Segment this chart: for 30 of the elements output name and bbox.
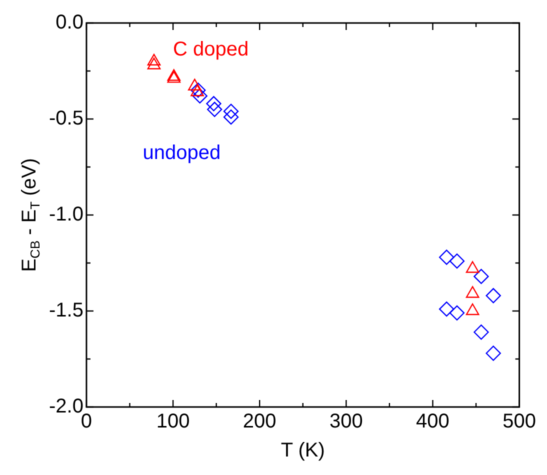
point: [223, 104, 239, 119]
point: [206, 96, 222, 112]
x-tick-label: 0: [80, 410, 92, 433]
x-tick-label: 100: [156, 410, 190, 433]
point: [188, 78, 202, 90]
point: [486, 288, 501, 304]
y-axis-title: ECB - ET (eV): [18, 158, 43, 272]
x-tick-label: 400: [416, 410, 450, 433]
point: [206, 102, 222, 117]
point: [474, 324, 489, 340]
point: [474, 268, 489, 284]
point: [438, 250, 454, 265]
y-tick-label: -0.5: [48, 108, 84, 130]
point: [147, 58, 161, 70]
x-tick-label: 500: [502, 410, 536, 433]
series-label: C doped: [173, 38, 249, 60]
x-tick-label: 200: [242, 410, 276, 433]
y-tick-label: -1.0: [48, 204, 84, 226]
point: [192, 88, 208, 104]
series-label: undoped: [142, 142, 221, 164]
point: [486, 346, 501, 361]
y-tick-label: 0.0: [56, 12, 84, 34]
x-tick-label: 300: [329, 410, 363, 433]
point: [223, 109, 239, 125]
point: [438, 301, 454, 317]
point: [449, 305, 465, 321]
x-axis-title: T (K): [280, 440, 325, 462]
point: [147, 54, 161, 66]
y-tick-label: -1.5: [48, 300, 84, 322]
point: [449, 253, 465, 269]
